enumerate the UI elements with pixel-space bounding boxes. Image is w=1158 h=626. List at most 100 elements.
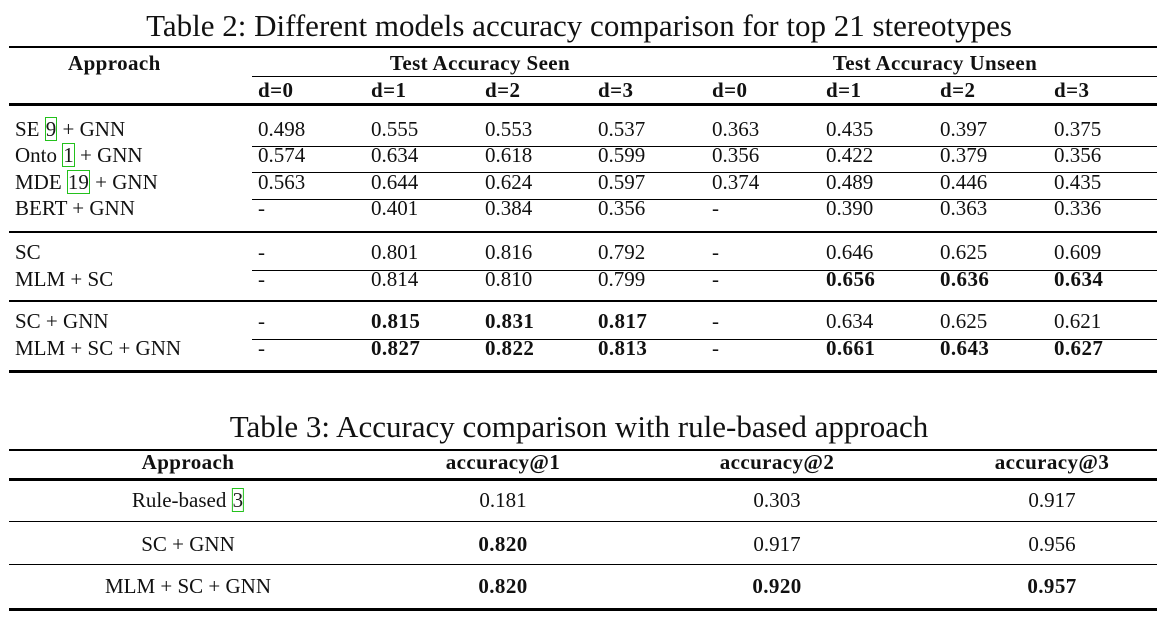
row-rule xyxy=(9,300,1157,302)
table-3-bottom-rule xyxy=(9,608,1157,611)
subcol-header-4: d=0 xyxy=(712,78,748,102)
table-cell: 0.634 xyxy=(371,143,419,167)
table-cell: 0.303 xyxy=(753,488,801,512)
table-cell: 0.435 xyxy=(826,117,874,141)
table-2-bottom-rule xyxy=(9,370,1157,373)
table-cell: 0.634 xyxy=(826,309,874,333)
table-cell: 0.618 xyxy=(485,143,533,167)
subcol-header-0: d=0 xyxy=(258,78,294,102)
approach-text: MLM + SC + GNN xyxy=(15,336,182,360)
row-rule xyxy=(252,172,1157,173)
row-approach: SC + GNN xyxy=(141,532,235,556)
table-cell: 0.831 xyxy=(485,309,535,333)
table-cell: 0.435 xyxy=(1054,170,1102,194)
table-cell: - xyxy=(712,309,719,333)
approach-text: MLM + SC + GNN xyxy=(104,574,272,598)
table-cell: 0.917 xyxy=(1028,488,1076,512)
table-cell: 0.646 xyxy=(826,240,874,264)
table-cell: 0.384 xyxy=(485,196,533,220)
table-cell: - xyxy=(258,267,265,291)
subcol-header-1: d=1 xyxy=(371,78,407,102)
row-approach: Onto 1 + GNN xyxy=(15,143,143,167)
table-cell: 0.661 xyxy=(826,336,876,360)
row-approach: MLM + SC + GNN xyxy=(15,336,181,360)
table-cell: - xyxy=(258,240,265,264)
table-cell: 0.624 xyxy=(485,170,533,194)
table-cell: 0.627 xyxy=(1054,336,1104,360)
table-2-header-rule xyxy=(9,103,1157,106)
table-cell: 0.792 xyxy=(598,240,646,264)
approach-text: SE xyxy=(15,117,45,141)
table-cell: 0.574 xyxy=(258,143,306,167)
table-cell: 0.553 xyxy=(485,117,533,141)
table-cell: 0.827 xyxy=(371,336,421,360)
row-rule xyxy=(252,270,1157,271)
table-cell: 0.401 xyxy=(371,196,419,220)
table-cell: 0.815 xyxy=(371,309,421,333)
table-cell: 0.656 xyxy=(826,267,876,291)
table-cell: 0.597 xyxy=(598,170,646,194)
table-cell: 0.599 xyxy=(598,143,646,167)
table-3-col-header-1: accuracy@1 xyxy=(445,450,561,474)
table-cell: 0.336 xyxy=(1054,196,1102,220)
table-cell: 0.644 xyxy=(371,170,419,194)
table-2-approach-header: Approach xyxy=(68,51,161,75)
table-cell: - xyxy=(712,267,719,291)
table-cell: 0.375 xyxy=(1054,117,1102,141)
approach-text: BERT + GNN xyxy=(15,196,135,220)
table-cell: 0.374 xyxy=(712,170,760,194)
row-approach: MLM + SC + GNN xyxy=(105,574,271,598)
table-cell: 0.814 xyxy=(371,267,419,291)
approach-text: Rule-based xyxy=(131,488,232,512)
approach-text: MDE xyxy=(15,170,67,194)
citation-link[interactable]: 19 xyxy=(66,170,90,194)
table-3-header-rule xyxy=(9,478,1157,481)
table-cell: 0.397 xyxy=(940,117,988,141)
table-cell: 0.537 xyxy=(598,117,646,141)
row-approach: MLM + SC xyxy=(15,267,113,291)
table-cell: 0.390 xyxy=(826,196,874,220)
row-rule xyxy=(9,564,1157,565)
row-rule xyxy=(252,146,1157,147)
table-cell: 0.446 xyxy=(940,170,988,194)
table-3-col-header-3: accuracy@3 xyxy=(994,450,1110,474)
row-approach: SC xyxy=(15,240,41,264)
approach-text-suffix: + GNN xyxy=(89,170,158,194)
subcol-header-2: d=2 xyxy=(485,78,521,102)
row-rule xyxy=(252,199,1157,200)
approach-text: MLM + SC xyxy=(15,267,114,291)
table-3-col-header-2: accuracy@2 xyxy=(719,450,835,474)
table-cell: 0.816 xyxy=(485,240,533,264)
approach-text: Onto xyxy=(15,143,63,167)
table-cell: 0.489 xyxy=(826,170,874,194)
table-cell: 0.820 xyxy=(478,574,528,598)
citation-link[interactable]: 9 xyxy=(44,117,58,141)
table-2-group-unseen-header: Test Accuracy Unseen xyxy=(832,51,1038,75)
table-cell: 0.634 xyxy=(1054,267,1104,291)
table-cell: 0.920 xyxy=(752,574,802,598)
row-approach: SC + GNN xyxy=(15,309,109,333)
row-approach: MDE 19 + GNN xyxy=(15,170,158,194)
table-cell: 0.563 xyxy=(258,170,306,194)
table-cell: - xyxy=(258,196,265,220)
table-cell: 0.356 xyxy=(712,143,760,167)
table-cell: 0.917 xyxy=(753,532,801,556)
row-rule xyxy=(9,231,1157,233)
table-cell: 0.801 xyxy=(371,240,419,264)
subcol-header-5: d=1 xyxy=(826,78,862,102)
table-cell: 0.363 xyxy=(940,196,988,220)
table-cell: 0.181 xyxy=(479,488,527,512)
table-cell: - xyxy=(712,240,719,264)
citation-link[interactable]: 3 xyxy=(231,488,245,512)
table-cell: 0.363 xyxy=(712,117,760,141)
subcol-header-3: d=3 xyxy=(598,78,634,102)
table-cell: 0.422 xyxy=(826,143,874,167)
row-approach: Rule-based 3 xyxy=(131,488,245,512)
table-cell: - xyxy=(712,336,719,360)
table-cell: 0.356 xyxy=(1054,143,1102,167)
table-cell: - xyxy=(258,336,265,360)
table-cell: 0.555 xyxy=(371,117,419,141)
table-cell: 0.820 xyxy=(478,532,528,556)
citation-link[interactable]: 1 xyxy=(62,143,75,167)
table-cell: 0.817 xyxy=(598,309,648,333)
